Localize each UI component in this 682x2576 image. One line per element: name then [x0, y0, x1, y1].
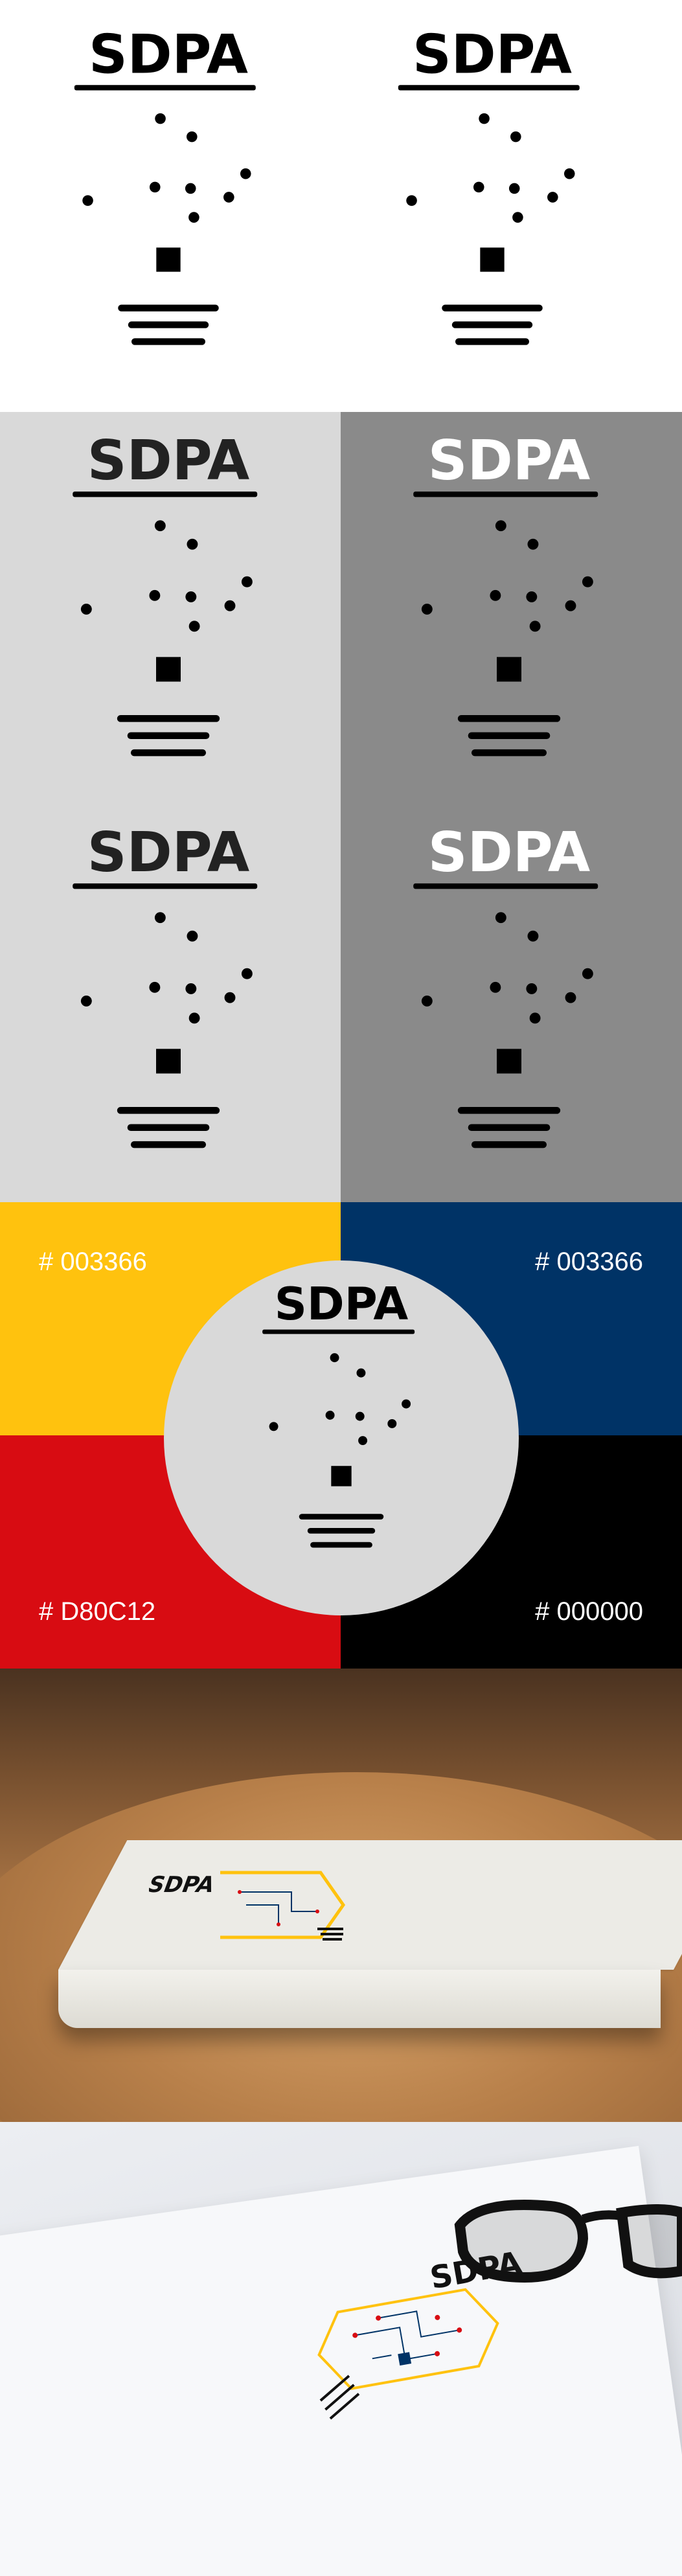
swatch-label: # D80C12: [39, 1597, 156, 1626]
swatch-label: # 003366: [39, 1248, 147, 1276]
mockup-paper-photo: SDPA: [0, 2122, 682, 2576]
wordmark: SDPA: [149, 1872, 219, 1898]
panel-mono-dark-top: .m2 .lg-hex{stroke:#fff}.m2 .lg-trace{st…: [341, 412, 682, 814]
wordmark: SDPA: [87, 431, 249, 492]
wordmark: SDPA: [87, 823, 249, 884]
book-logo: SDPA: [149, 1871, 346, 1941]
wordmark: SDPA: [413, 26, 572, 86]
panel-mono-light-top: .m1 .lg-hex{stroke:#222}.m1 .lg-trace{st…: [0, 412, 341, 814]
wordmark: SDPA: [89, 26, 248, 86]
wordmark: SDPA: [428, 431, 590, 492]
panel-color-on-white: .c1 .lg-hex{stroke:#FFC20E}.c1 .lg-trace…: [0, 0, 682, 412]
wordmark: SDPA: [428, 823, 590, 884]
wordmark: SDPA: [275, 1280, 409, 1330]
swatch-label: # 000000: [535, 1597, 643, 1626]
glasses: [454, 2200, 682, 2283]
panel-palette: # 003366 # 003366 # D80C12 # 000000 SDPA: [0, 1202, 682, 1669]
logo-color-left: .c1 .lg-hex{stroke:#FFC20E}.c1 .lg-trace…: [40, 26, 297, 345]
logo-color-circle: SDPA: [234, 1280, 449, 1548]
book-pages-edge: [58, 1970, 661, 2028]
logo-white-black-nodes: .m4 .lg-hex{stroke:#fff}.m4 .lg-trace{st…: [379, 823, 639, 1148]
mockup-book-photo: SDPA: [0, 1669, 682, 2122]
logo-white-on-gray: .m2 .lg-hex{stroke:#fff}.m2 .lg-trace{st…: [379, 431, 639, 757]
logo-black-white-nodes: .m3 .lg-hex{stroke:#222}.m3 .lg-trace{st…: [38, 823, 299, 1148]
palette-logo-circle: SDPA: [164, 1260, 519, 1615]
swatch-label: # 003366: [535, 1248, 643, 1276]
logo-color-right: SDPA: [364, 26, 620, 345]
panel-mono-dark-bottom: .m4 .lg-hex{stroke:#fff}.m4 .lg-trace{st…: [341, 814, 682, 1202]
panel-mono-light-bottom: .m3 .lg-hex{stroke:#222}.m3 .lg-trace{st…: [0, 814, 341, 1202]
book: SDPA: [58, 1840, 682, 2047]
logo-black-on-light: .m1 .lg-hex{stroke:#222}.m1 .lg-trace{st…: [38, 431, 299, 757]
